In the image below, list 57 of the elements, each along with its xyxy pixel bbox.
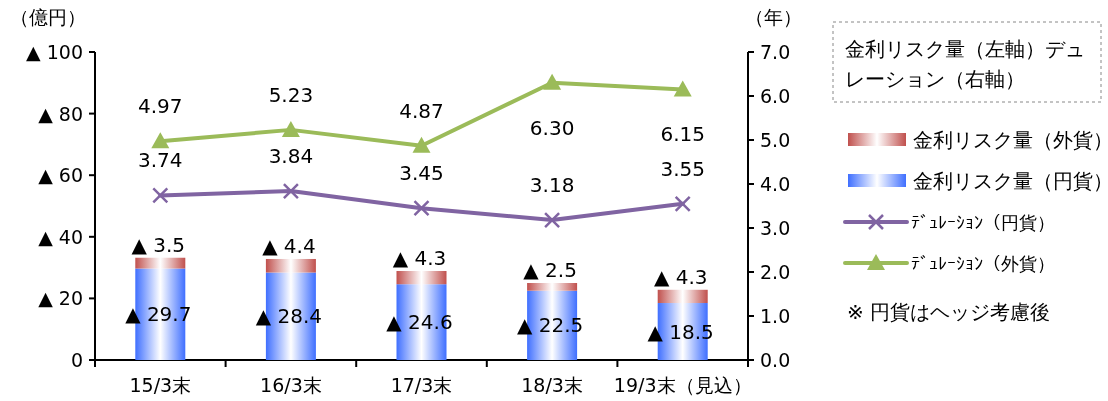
y2-tick-label: 7.0 (760, 41, 791, 63)
y2-tick-label: 3.0 (760, 217, 791, 239)
y-tick-label: ▲ 40 (38, 225, 83, 248)
data-label: ▲ 4.3 (392, 245, 447, 270)
data-label: 3.84 (268, 144, 314, 169)
text: ※ 円貨はヘッジ考慮後 (847, 300, 1051, 324)
point (151, 132, 170, 149)
data-label: 3.55 (660, 156, 705, 181)
bar (657, 289, 708, 304)
point (674, 195, 691, 213)
y2-tick-label: 5.0 (760, 129, 791, 151)
y-axis-title: （億円） (10, 6, 86, 28)
data-label: 3.74 (138, 148, 183, 173)
data-label: 4.97 (138, 94, 183, 119)
bar (265, 258, 316, 273)
y-tick-label: 0 (70, 349, 83, 371)
x-tick-label: 17/3末 (390, 374, 453, 396)
y2-tick-label: 0.0 (760, 349, 791, 371)
data-label: 6.15 (660, 122, 705, 147)
legend-label: 金利リスク量（円貨） (913, 169, 1108, 193)
x-tick-label: 16/3末 (260, 374, 322, 396)
point (673, 80, 692, 97)
data-label: 3.45 (399, 161, 444, 186)
data-label: 5.23 (268, 82, 314, 107)
y2-tick-label: 4.0 (760, 173, 791, 195)
bar (527, 283, 578, 291)
y-tick-label: ▲ 80 (38, 102, 83, 125)
legend-label: ﾃﾞｭﾚｰｼｮﾝ（円貨） (911, 212, 1055, 233)
data-label: ▲ 4.4 (262, 233, 316, 258)
y-tick-label: ▲ 20 (38, 287, 83, 310)
y2-tick-label: 1.0 (760, 305, 791, 327)
point (282, 182, 300, 200)
point (281, 120, 300, 137)
point (543, 211, 561, 229)
bar (396, 270, 447, 285)
data-label: ▲ 3.5 (131, 232, 186, 257)
x-tick-label: 15/3末 (129, 374, 192, 396)
data-label: 4.87 (399, 98, 444, 123)
y-tick-label: ▲ 60 (38, 164, 83, 187)
data-label: ▲ 4.3 (653, 264, 708, 289)
x-tick-label: 18/3末 (521, 374, 583, 396)
x-tick-label: 19/3末（見込） (613, 374, 752, 396)
y2-tick-label: 2.0 (760, 261, 791, 283)
y2-tick-label: 6.0 (760, 85, 791, 107)
data-label: 6.30 (529, 115, 575, 140)
bar (135, 257, 186, 269)
point (543, 73, 562, 90)
data-label: ▲ 2.5 (523, 258, 577, 282)
legend-label: 金利リスク量（外貨） (913, 128, 1108, 152)
legend-label: ﾃﾞｭﾚｰｼｮﾝ（外貨） (911, 253, 1055, 274)
legend-title: 金利リスク量（左軸）デュレーション（右軸） (845, 37, 1085, 91)
point (152, 187, 169, 204)
point (413, 199, 430, 217)
data-label: 3.18 (529, 173, 575, 198)
point (412, 136, 431, 153)
y-tick-label: ▲ 100 (26, 41, 83, 63)
y2-axis-title: （年） (745, 6, 802, 28)
